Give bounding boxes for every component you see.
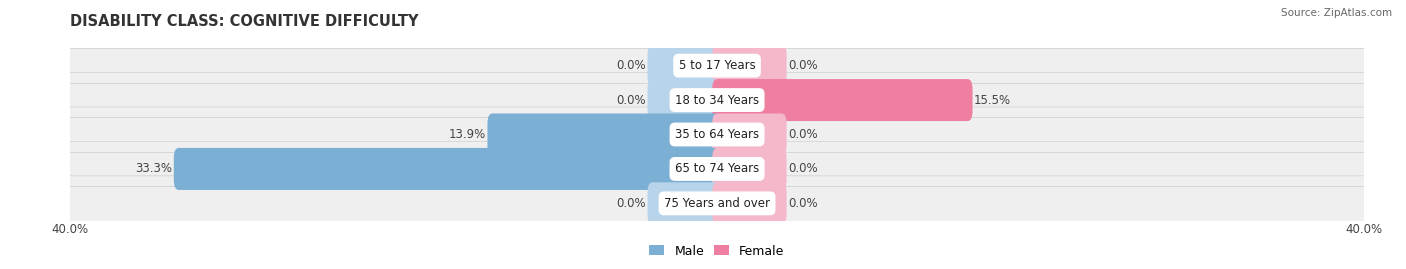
FancyBboxPatch shape: [648, 182, 721, 224]
Text: 0.0%: 0.0%: [616, 94, 645, 107]
Text: 5 to 17 Years: 5 to 17 Years: [679, 59, 755, 72]
FancyBboxPatch shape: [66, 176, 1368, 231]
FancyBboxPatch shape: [66, 107, 1368, 162]
Text: 35 to 64 Years: 35 to 64 Years: [675, 128, 759, 141]
FancyBboxPatch shape: [713, 182, 786, 224]
Text: 33.3%: 33.3%: [135, 162, 172, 175]
FancyBboxPatch shape: [488, 114, 721, 155]
FancyBboxPatch shape: [66, 38, 1368, 93]
Text: 65 to 74 Years: 65 to 74 Years: [675, 162, 759, 175]
Text: 0.0%: 0.0%: [789, 128, 818, 141]
Text: 13.9%: 13.9%: [449, 128, 486, 141]
Text: 0.0%: 0.0%: [789, 59, 818, 72]
Text: DISABILITY CLASS: COGNITIVE DIFFICULTY: DISABILITY CLASS: COGNITIVE DIFFICULTY: [70, 15, 419, 30]
Text: 75 Years and over: 75 Years and over: [664, 197, 770, 210]
FancyBboxPatch shape: [174, 148, 721, 190]
Text: 0.0%: 0.0%: [616, 197, 645, 210]
Legend: Male, Female: Male, Female: [644, 239, 790, 263]
Text: Source: ZipAtlas.com: Source: ZipAtlas.com: [1281, 8, 1392, 18]
FancyBboxPatch shape: [66, 141, 1368, 196]
Text: 15.5%: 15.5%: [974, 94, 1011, 107]
Text: 0.0%: 0.0%: [789, 162, 818, 175]
Text: 0.0%: 0.0%: [616, 59, 645, 72]
FancyBboxPatch shape: [66, 73, 1368, 128]
FancyBboxPatch shape: [648, 79, 721, 121]
Text: 0.0%: 0.0%: [789, 197, 818, 210]
FancyBboxPatch shape: [713, 114, 786, 155]
FancyBboxPatch shape: [713, 45, 786, 87]
Text: 18 to 34 Years: 18 to 34 Years: [675, 94, 759, 107]
FancyBboxPatch shape: [713, 79, 973, 121]
FancyBboxPatch shape: [713, 148, 786, 190]
FancyBboxPatch shape: [648, 45, 721, 87]
